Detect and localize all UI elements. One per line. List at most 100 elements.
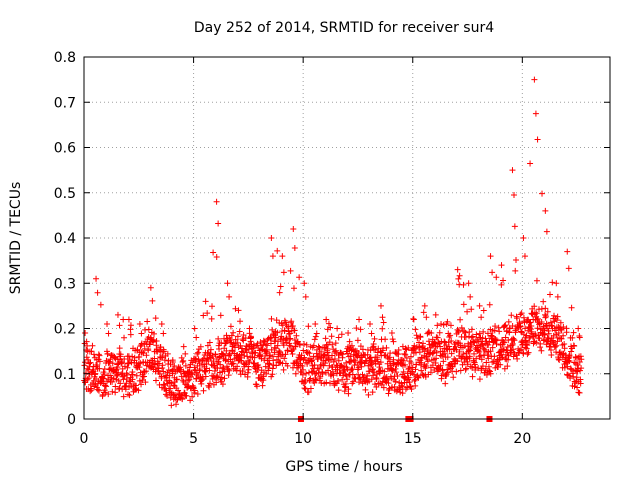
data-point [116, 385, 123, 392]
data-point [156, 360, 163, 367]
peak-point [301, 280, 308, 287]
data-point [132, 382, 139, 389]
data-point [113, 372, 120, 379]
peak-point [268, 235, 275, 241]
data-point [125, 360, 132, 367]
data-point [323, 379, 330, 386]
data-point [541, 331, 548, 338]
data-point [205, 358, 212, 365]
data-point [189, 371, 196, 378]
data-point [407, 353, 414, 360]
data-point [265, 364, 272, 371]
data-point [533, 310, 540, 317]
data-point [339, 351, 346, 358]
data-point [262, 363, 269, 370]
data-point [226, 367, 233, 374]
data-point [472, 364, 479, 371]
data-point [395, 346, 402, 353]
data-point [536, 335, 543, 342]
data-point [145, 326, 152, 333]
data-point [502, 355, 509, 362]
data-point [206, 384, 213, 391]
data-point [282, 351, 289, 358]
data-point [136, 353, 143, 360]
data-point [178, 354, 185, 361]
data-point [133, 372, 140, 379]
data-point [266, 361, 273, 368]
data-point [88, 348, 95, 355]
peak-point [576, 334, 583, 341]
data-point [345, 386, 352, 393]
data-point [87, 388, 94, 395]
data-point [421, 345, 428, 352]
data-point [83, 354, 90, 361]
peak-point [312, 320, 319, 327]
data-point [348, 342, 355, 349]
data-point [160, 381, 167, 388]
data-point [113, 376, 120, 383]
data-point [227, 356, 234, 363]
data-point [512, 267, 519, 274]
data-point [497, 361, 504, 368]
data-point [331, 356, 338, 363]
data-point [326, 362, 333, 369]
data-point [120, 316, 127, 323]
peak-point [136, 320, 143, 327]
data-point [410, 315, 417, 322]
data-point [228, 332, 235, 339]
data-point [489, 333, 496, 340]
data-point [271, 344, 278, 351]
data-point [524, 342, 531, 349]
data-point [276, 289, 283, 296]
data-point [389, 366, 396, 373]
data-point [305, 389, 312, 396]
data-point [226, 351, 233, 358]
peak-point [401, 350, 408, 357]
data-point [81, 359, 88, 366]
data-point [204, 342, 211, 349]
data-point [150, 336, 157, 343]
data-point [412, 382, 419, 389]
data-point [469, 364, 476, 371]
data-point [325, 320, 332, 327]
data-point [216, 354, 223, 361]
data-point [129, 371, 136, 378]
peak-point [542, 207, 549, 214]
data-point [103, 383, 110, 390]
data-point [358, 359, 365, 366]
data-point [568, 348, 575, 355]
data-point [94, 386, 101, 393]
data-point [412, 349, 419, 356]
data-point [502, 334, 509, 341]
data-point [513, 257, 519, 263]
data-point [444, 354, 451, 361]
data-point [367, 362, 374, 369]
data-point [212, 351, 219, 358]
data-point [456, 272, 463, 279]
data-point [509, 322, 516, 329]
data-point [466, 328, 473, 335]
data-point [464, 361, 471, 368]
peak-point [237, 318, 244, 325]
data-point [152, 361, 159, 368]
peak-point [509, 167, 516, 174]
data-point [184, 384, 191, 391]
data-point [386, 358, 393, 365]
data-point [135, 387, 142, 394]
peak-point [324, 326, 331, 333]
data-point [440, 321, 447, 328]
peak-point [160, 330, 167, 337]
peak-point [248, 334, 255, 341]
data-point [420, 340, 427, 347]
data-point [538, 318, 545, 325]
data-point [553, 342, 560, 349]
peak-point [432, 311, 439, 318]
data-point [144, 318, 151, 325]
data-point [287, 335, 294, 342]
peak-point [410, 316, 417, 323]
data-point [200, 312, 207, 319]
data-point [349, 366, 356, 373]
data-point [371, 381, 378, 388]
peak-point [335, 334, 342, 341]
data-point [436, 329, 443, 336]
